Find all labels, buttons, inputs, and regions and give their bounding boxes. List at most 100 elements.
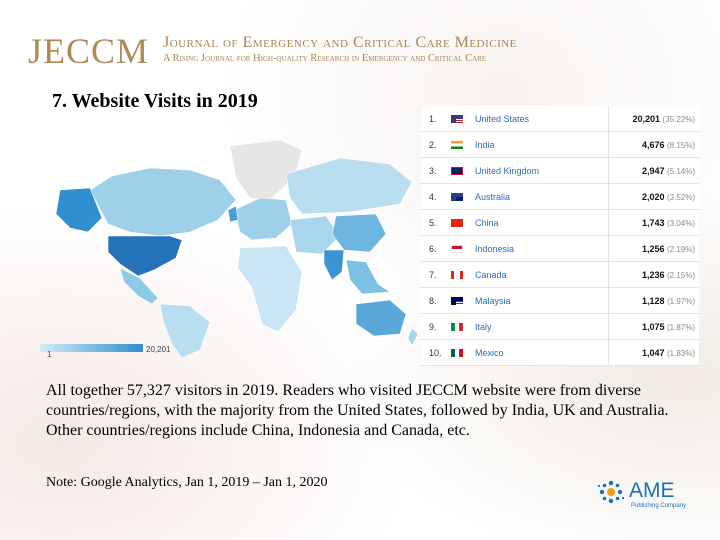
visits-cell: 1,075 (1.87%)	[608, 313, 699, 340]
summary-text: All together 57,327 visitors in 2019. Re…	[46, 382, 669, 439]
visits-value: 2,020	[641, 191, 665, 202]
flag-cell	[451, 261, 475, 288]
flag-cell	[451, 313, 475, 340]
id-flag-icon	[451, 245, 463, 254]
rank-cell: 10.	[421, 339, 451, 366]
rank-cell: 2.	[421, 131, 451, 158]
rank-cell: 8.	[421, 287, 451, 314]
cn-flag-icon	[451, 219, 463, 228]
visits-cell: 1,128 (1.97%)	[608, 287, 699, 314]
table-row: 9. Italy 1,075 (1.87%)	[421, 313, 699, 340]
mx-flag-icon	[451, 349, 463, 358]
visits-percent: (8.15%)	[666, 140, 695, 150]
visits-cell: 1,256 (2.19%)	[608, 235, 699, 262]
table-row: 7. Canada 1,236 (2.15%)	[421, 261, 699, 288]
table-row: 5. China 1,743 (3.04%)	[421, 209, 699, 236]
map-region-europe	[233, 197, 293, 241]
world-map	[40, 128, 420, 358]
visits-cell: 2,020 (3.52%)	[608, 183, 699, 210]
visits-value: 2,947	[641, 165, 665, 176]
flag-cell	[451, 106, 475, 132]
visits-value: 1,256	[641, 243, 665, 254]
table-row: 1. United States 20,201 (35.22%)	[421, 106, 699, 132]
world-map-svg	[55, 139, 419, 358]
map-region-southeast-asia	[345, 259, 391, 295]
map-legend-min: 1	[47, 350, 52, 359]
visits-value: 1,128	[641, 295, 665, 306]
table-row: 8. Malaysia 1,128 (1.97%)	[421, 287, 699, 314]
flag-cell	[451, 183, 475, 210]
flag-cell	[451, 131, 475, 158]
map-region-south-america	[159, 303, 211, 358]
my-flag-icon	[451, 297, 463, 306]
map-legend-bar	[40, 344, 143, 352]
visits-cell: 1,236 (2.15%)	[608, 261, 699, 288]
gb-flag-icon	[451, 167, 463, 176]
visits-percent: (2.15%)	[666, 270, 695, 280]
map-region-new-zealand	[407, 327, 419, 347]
country-cell[interactable]: Italy	[475, 313, 609, 340]
flag-cell	[451, 235, 475, 262]
ca-flag-icon	[451, 271, 463, 280]
visits-cell: 1,047 (1.83%)	[608, 339, 699, 366]
visits-cell: 4,676 (8.15%)	[608, 131, 699, 158]
country-cell[interactable]: Mexico	[475, 339, 609, 366]
country-cell[interactable]: India	[475, 131, 609, 158]
rank-cell: 3.	[421, 157, 451, 184]
ame-logo: AME Publishing Company	[596, 477, 696, 513]
map-region-china	[331, 213, 387, 253]
visits-cell: 20,201 (35.22%)	[608, 106, 699, 132]
rank-cell: 4.	[421, 183, 451, 210]
visits-cell: 2,947 (5.14%)	[608, 157, 699, 184]
source-note: Note: Google Analytics, Jan 1, 2019 – Ja…	[46, 475, 328, 490]
ame-name: AME	[629, 479, 675, 502]
ame-dots-icon	[597, 480, 625, 504]
us-flag-icon	[451, 115, 463, 124]
map-region-mexico	[119, 267, 159, 305]
visits-percent: (1.83%)	[666, 348, 695, 358]
rank-cell: 7.	[421, 261, 451, 288]
map-region-australia	[355, 299, 407, 337]
country-cell[interactable]: Indonesia	[475, 235, 609, 262]
country-cell[interactable]: United States	[475, 106, 609, 132]
visits-percent: (2.19%)	[666, 244, 695, 254]
table-row: 4. Australia 2,020 (3.52%)	[421, 183, 699, 210]
country-cell[interactable]: Australia	[475, 183, 609, 210]
country-cell[interactable]: Malaysia	[475, 287, 609, 314]
map-region-russia	[285, 157, 413, 215]
visits-percent: (3.04%)	[666, 218, 695, 228]
it-flag-icon	[451, 323, 463, 332]
map-region-united-states	[107, 235, 183, 277]
flag-cell	[451, 287, 475, 314]
visits-value: 1,743	[641, 217, 665, 228]
in-flag-icon	[451, 141, 463, 150]
map-region-uk	[227, 205, 239, 223]
table-row: 3. United Kingdom 2,947 (5.14%)	[421, 157, 699, 184]
ame-tagline: Publishing Company	[631, 503, 687, 509]
table-row: 6. Indonesia 1,256 (2.19%)	[421, 235, 699, 262]
map-region-africa	[237, 245, 303, 333]
rank-cell: 1.	[421, 106, 451, 132]
visits-value: 20,201	[632, 113, 661, 124]
flag-cell	[451, 339, 475, 366]
map-legend-max: 20,201	[146, 345, 171, 354]
rank-cell: 5.	[421, 209, 451, 236]
country-cell[interactable]: Canada	[475, 261, 609, 288]
map-region-india	[323, 249, 345, 281]
journal-subtitle: A Rising Journal for High-quality Resear…	[163, 53, 487, 64]
country-cell[interactable]: China	[475, 209, 609, 236]
flag-cell	[451, 157, 475, 184]
map-region-central-asia	[289, 215, 341, 255]
map-region-greenland	[229, 139, 303, 201]
visits-percent: (3.52%)	[666, 192, 695, 202]
flag-cell	[451, 209, 475, 236]
au-flag-icon	[451, 193, 463, 202]
country-cell[interactable]: United Kingdom	[475, 157, 609, 184]
map-region-alaska	[55, 187, 103, 233]
slide-title: 7. Website Visits in 2019	[52, 90, 258, 112]
visits-percent: (5.14%)	[666, 166, 695, 176]
visits-value: 1,047	[641, 347, 665, 358]
journal-logo: JECCM	[28, 31, 150, 71]
table-row: 2. India 4,676 (8.15%)	[421, 131, 699, 158]
visits-percent: (1.97%)	[666, 296, 695, 306]
